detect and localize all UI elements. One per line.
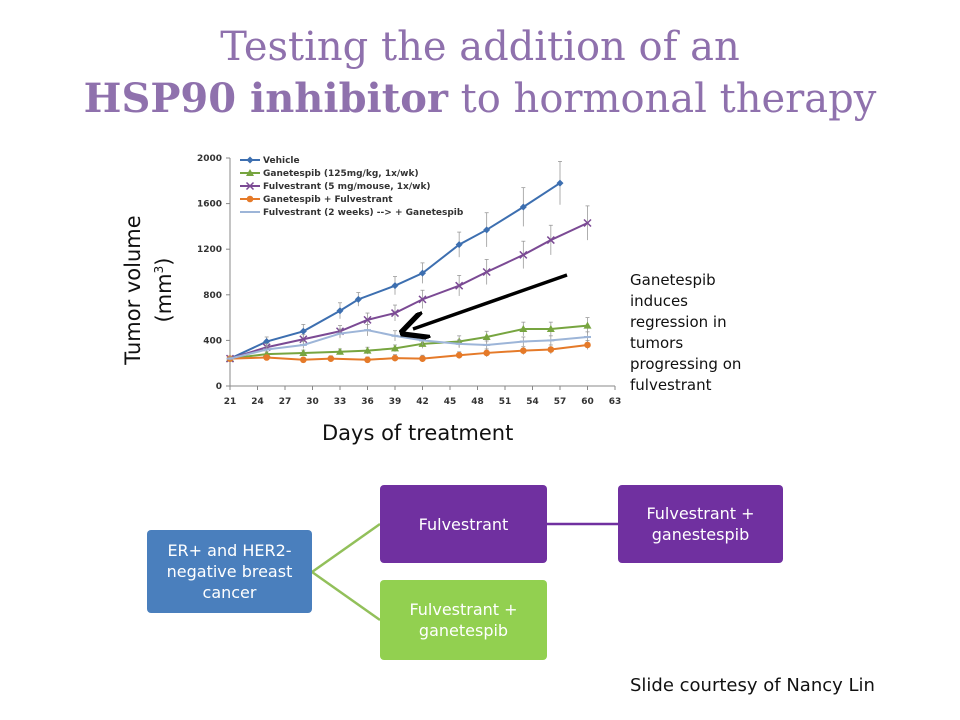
y-tick-label: 800 — [203, 291, 222, 301]
data-point — [519, 203, 527, 211]
slide-credit: Slide courtesy of Nancy Lin — [630, 675, 875, 696]
data-point — [546, 236, 555, 245]
data-point — [519, 250, 528, 259]
legend-label: Ganetespib (125mg/kg, 1x/wk) — [263, 169, 419, 179]
annotation-text: Ganetespib induces regression in tumors … — [630, 271, 742, 394]
data-point — [391, 344, 399, 352]
data-point — [246, 156, 254, 164]
y-axis-label-line-1: Tumor volume — [121, 215, 145, 365]
x-axis-label: Days of treatment — [322, 421, 514, 445]
x-tick-label: 51 — [499, 397, 512, 407]
data-point — [364, 356, 371, 364]
flow-box-er-her2: ER+ and HER2-negative breast cancer — [147, 530, 312, 613]
flow-box-fulvestrant-ganestespib: Fulvestrant + ganestespib — [618, 485, 783, 563]
x-tick-label: 48 — [471, 397, 484, 407]
x-tick-label: 33 — [334, 397, 347, 407]
data-point — [419, 355, 426, 362]
series-line — [229, 222, 588, 360]
tumor-volume-line-chart: 0 400 800 1200 1600 2000 21 24 27 30 33 36 39 42 45 48 5… — [197, 154, 622, 407]
x-tick-label: 57 — [554, 397, 567, 407]
x-tick-label: 42 — [416, 397, 429, 407]
data-point — [245, 181, 255, 191]
data-point — [246, 195, 254, 203]
flow-box-fulvestrant-ganetespib: Fulvestrant + ganetespib — [380, 580, 547, 660]
data-point — [246, 169, 254, 176]
x-tick-label: 54 — [526, 397, 539, 407]
y-tick-label: 1600 — [197, 200, 222, 210]
title-rest-part: to hormonal therapy — [447, 76, 877, 122]
x-tick-label: 63 — [609, 397, 622, 407]
data-point — [327, 355, 335, 362]
data-point — [363, 315, 372, 324]
x-tick-label: 24 — [251, 397, 264, 407]
data-point — [546, 325, 555, 332]
x-tick-label: 39 — [389, 397, 402, 407]
data-point — [299, 348, 308, 356]
title-bold-part: HSP90 inhibitor — [83, 75, 448, 122]
data-point — [483, 226, 491, 234]
data-point — [336, 307, 344, 315]
data-point — [483, 349, 490, 357]
data-point — [455, 281, 464, 290]
x-tick-label: 45 — [444, 397, 457, 407]
data-point — [556, 179, 564, 187]
y-tick-label: 2000 — [197, 154, 222, 164]
data-point — [584, 341, 591, 349]
data-point — [482, 267, 491, 277]
y-tick-label: 0 — [216, 382, 222, 392]
flow-box-fulvestrant: Fulvestrant — [380, 485, 547, 563]
x-tick-label: 27 — [279, 397, 292, 407]
data-point — [391, 282, 399, 290]
data-point — [583, 321, 592, 329]
slide-title-line-1: Testing the addition of an — [220, 24, 740, 70]
data-point — [419, 269, 426, 277]
legend-label: Fulvestrant (5 mg/mouse, 1x/wk) — [263, 182, 431, 192]
annotation-arrow — [413, 273, 568, 329]
y-tick-label: 1200 — [197, 245, 222, 255]
data-point — [583, 218, 592, 228]
x-tick-label: 30 — [306, 397, 319, 407]
data-point — [354, 295, 362, 303]
data-point — [455, 241, 463, 249]
series-line — [229, 343, 588, 361]
data-point — [519, 325, 528, 332]
y-axis-label: Tumor volume (mm3) — [120, 210, 190, 370]
data-point — [391, 354, 399, 362]
x-tick-label: 21 — [224, 397, 237, 407]
data-point — [418, 295, 427, 304]
series-line — [229, 324, 588, 360]
x-tick-label: 36 — [361, 397, 374, 407]
connector-root-to-ganetespib — [311, 570, 381, 622]
data-point — [363, 346, 372, 354]
slide-title-line-2: HSP90 inhibitor to hormonal therapy — [0, 75, 960, 123]
data-point — [547, 346, 555, 353]
data-point — [336, 347, 344, 355]
data-point — [300, 356, 307, 364]
data-point — [455, 351, 463, 359]
data-point — [299, 335, 308, 344]
legend-label: Vehicle — [263, 156, 300, 166]
legend-label: Ganetespib + Fulvestrant — [263, 195, 393, 205]
data-point — [263, 338, 271, 346]
data-point — [263, 354, 270, 361]
y-tick-label: 400 — [203, 336, 222, 346]
data-point — [482, 332, 491, 340]
connector-root-to-fulvestrant — [311, 522, 381, 574]
legend-label: Fulvestrant (2 weeks) --> + Ganetespib — [263, 208, 464, 218]
data-point — [299, 327, 307, 335]
y-axis-label-unit-close: ) — [152, 257, 176, 266]
data-point — [520, 347, 527, 354]
y-axis-label-unit-open: (mm — [152, 273, 176, 323]
y-axis-label-superscript: 3 — [152, 265, 166, 274]
x-tick-label: 60 — [581, 397, 594, 407]
